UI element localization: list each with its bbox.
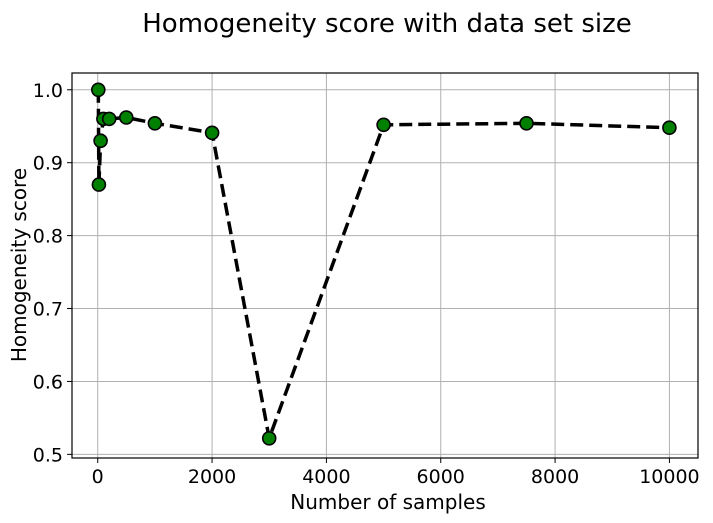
y-tick-label: 1.0: [33, 80, 63, 102]
x-tick-label: 10000: [639, 466, 699, 488]
series-line: [96, 89, 670, 445]
y-tick-label: 0.7: [33, 299, 63, 321]
data-point: [376, 117, 391, 133]
data-point: [204, 125, 220, 141]
x-tick-label: 4000: [302, 466, 350, 488]
data-point: [147, 116, 163, 131]
chart-title: Homogeneity score with data set size: [142, 9, 632, 39]
series-line-group: [96, 89, 670, 445]
x-tick-label: 2000: [188, 466, 236, 488]
plot-frame: [71, 72, 699, 459]
data-point: [93, 133, 108, 149]
x-tick-label: 8000: [531, 466, 579, 488]
grid: [72, 73, 698, 458]
y-tick-label: 0.5: [33, 444, 63, 466]
data-point: [101, 111, 117, 127]
data-point: [119, 110, 134, 125]
y-tick-label: 0.9: [33, 153, 63, 175]
x-axis-label: Number of samples: [290, 490, 485, 514]
data-point: [91, 82, 106, 98]
data-point: [519, 116, 534, 131]
y-tick-label: 0.8: [33, 226, 63, 248]
data-point: [91, 177, 107, 192]
axis-ticks: 0 2000 4000 6000 8000 10000 0.5 0.6 0.7 0.8 0.9 1.0: [33, 80, 700, 488]
data-point: [261, 430, 277, 446]
x-tick-label: 6000: [417, 466, 465, 488]
y-axis-label: Homogeneity score: [7, 168, 31, 362]
data-points: [91, 82, 677, 446]
y-tick-label: 0.6: [33, 371, 63, 393]
x-tick-label: 0: [92, 466, 104, 488]
data-point: [662, 120, 677, 135]
